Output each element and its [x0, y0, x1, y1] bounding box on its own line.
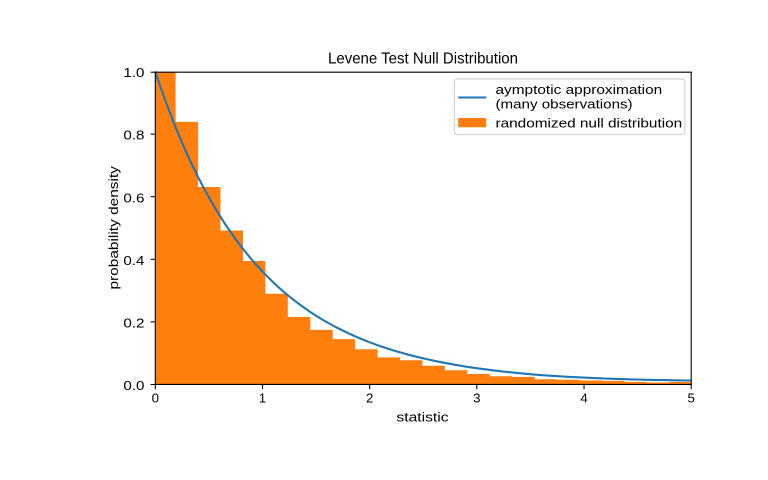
- svg-text:Levene Test Null Distribution: Levene Test Null Distribution: [328, 51, 518, 68]
- svg-text:(many observations): (many observations): [496, 96, 633, 111]
- svg-text:aymptotic approximation: aymptotic approximation: [496, 82, 663, 97]
- svg-text:0.0: 0.0: [123, 378, 144, 393]
- svg-text:0: 0: [152, 390, 159, 405]
- svg-text:0.4: 0.4: [123, 253, 144, 268]
- svg-text:statistic: statistic: [396, 410, 449, 425]
- svg-text:0.6: 0.6: [123, 190, 144, 205]
- svg-text:probability density: probability density: [106, 166, 121, 290]
- svg-text:5: 5: [687, 390, 694, 405]
- svg-text:4: 4: [580, 390, 587, 405]
- svg-text:1: 1: [259, 390, 266, 405]
- svg-text:1.0: 1.0: [123, 65, 144, 80]
- svg-text:2: 2: [366, 390, 373, 405]
- svg-text:3: 3: [473, 390, 480, 405]
- svg-text:randomized null distribution: randomized null distribution: [496, 115, 683, 130]
- svg-text:0.8: 0.8: [123, 128, 144, 143]
- svg-text:0.2: 0.2: [123, 316, 144, 331]
